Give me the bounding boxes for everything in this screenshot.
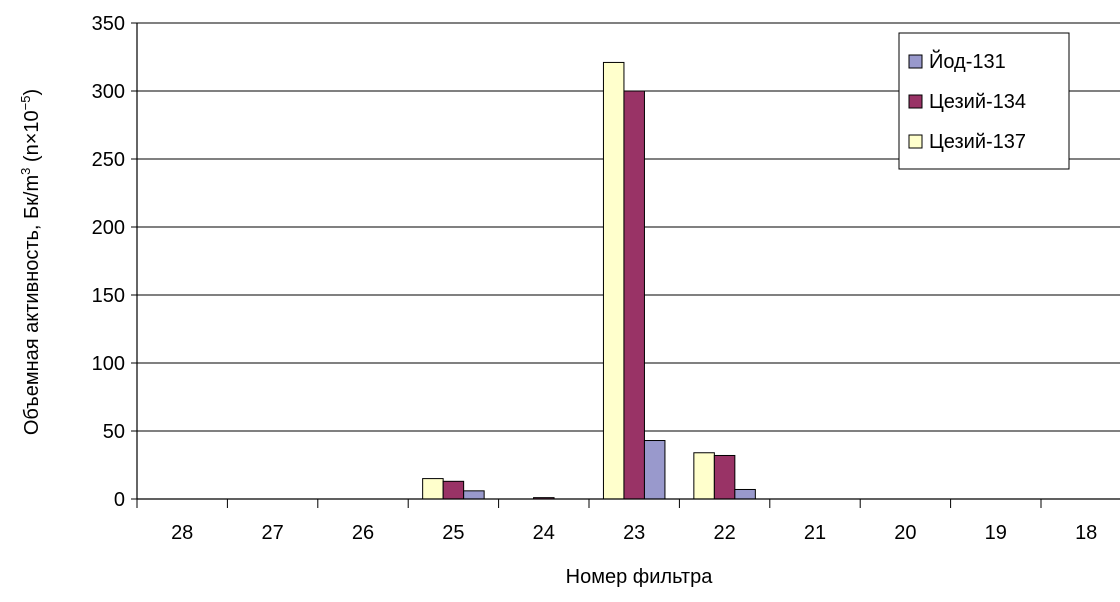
x-axis-title: Номер фильтра bbox=[566, 566, 714, 588]
bar bbox=[442, 480, 465, 500]
y-axis-title-mid: (n×10 bbox=[21, 110, 43, 167]
legend-swatch bbox=[908, 134, 923, 149]
x-tick-label: 25 bbox=[442, 522, 464, 544]
legend-label: Йод-131 bbox=[929, 49, 1006, 73]
y-tick-label: 200 bbox=[92, 217, 125, 239]
x-tick-label: 28 bbox=[171, 522, 193, 544]
y-axis-title-sup2: −5 bbox=[18, 96, 33, 111]
x-tick-label: 27 bbox=[261, 522, 283, 544]
x-tick-label: 22 bbox=[713, 522, 735, 544]
x-tick-label: 23 bbox=[623, 522, 645, 544]
y-tick-label: 150 bbox=[92, 285, 125, 307]
bar bbox=[623, 90, 645, 500]
bar bbox=[734, 488, 756, 500]
x-tick-label: 18 bbox=[1075, 522, 1097, 544]
y-tick-label: 300 bbox=[92, 81, 125, 103]
bar bbox=[643, 440, 666, 500]
x-tick-label: 20 bbox=[894, 522, 916, 544]
legend-swatch bbox=[908, 94, 923, 109]
tick-labels: 0 50 100 150 200 250 300 350 28 27 26 25 24 23 22 21 20 1… bbox=[92, 13, 1098, 544]
y-axis-title-sup1: 3 bbox=[18, 168, 33, 175]
bars-layer bbox=[422, 61, 756, 500]
y-axis-title-main: Объемная активность, Бк/m bbox=[21, 175, 43, 435]
y-tick-label: 50 bbox=[103, 421, 125, 443]
axes-layer bbox=[131, 22, 1120, 508]
bar bbox=[422, 478, 444, 500]
y-axis-title: Объемная активность, Бк/m3 (n×10−5) bbox=[18, 89, 43, 435]
bar bbox=[713, 454, 736, 500]
x-tick-label: 19 bbox=[985, 522, 1007, 544]
bar bbox=[602, 61, 625, 500]
legend-swatch bbox=[908, 54, 923, 69]
y-tick-label: 0 bbox=[114, 489, 125, 511]
legend-label: Цезий-134 bbox=[929, 91, 1026, 113]
legend-label: Цезий-137 bbox=[929, 131, 1026, 153]
x-tick-label: 26 bbox=[352, 522, 374, 544]
x-tick-label: 21 bbox=[804, 522, 826, 544]
legend: Йод-131 Цезий-134 Цезий-137 bbox=[898, 32, 1070, 170]
bar bbox=[463, 490, 485, 500]
legend-box bbox=[898, 32, 1070, 170]
bar bbox=[693, 452, 715, 500]
y-tick-label: 250 bbox=[92, 149, 125, 171]
y-tick-label: 100 bbox=[92, 353, 125, 375]
y-tick-label: 350 bbox=[92, 13, 125, 35]
x-tick-label: 24 bbox=[533, 522, 555, 544]
y-axis-title-end: ) bbox=[21, 89, 43, 96]
